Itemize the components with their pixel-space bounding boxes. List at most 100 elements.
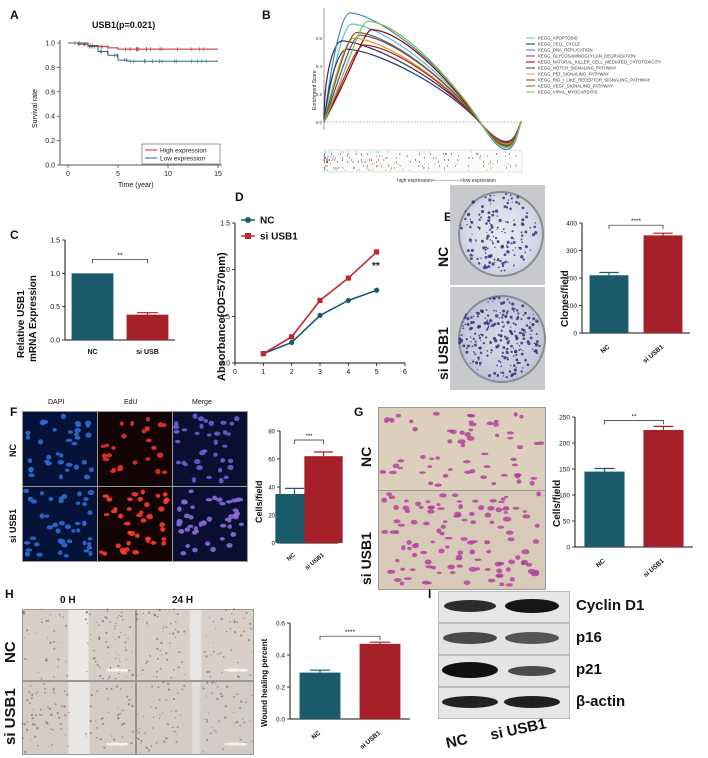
cell-speckle (241, 671, 243, 673)
colony (533, 230, 538, 235)
cell-speckle (147, 625, 149, 627)
nucleus (191, 477, 197, 483)
colony (465, 350, 469, 354)
cell-speckle (172, 697, 176, 701)
colony (471, 254, 474, 257)
migrated-cell (491, 481, 496, 486)
nucleus (151, 445, 157, 451)
nucleus (73, 464, 80, 470)
colony (470, 241, 472, 243)
nucleus (146, 513, 153, 520)
colony (486, 350, 489, 352)
x-axis-label: Time (year) (118, 182, 154, 189)
nucleus (28, 473, 35, 478)
data-point (345, 275, 351, 281)
nucleus (134, 533, 140, 538)
y-tick-label: 150 (559, 467, 570, 474)
nucleus (205, 497, 213, 502)
cell-speckle (52, 640, 56, 643)
cell-speckle (156, 637, 159, 641)
migrated-cell (468, 420, 474, 423)
cell-speckle (159, 667, 162, 670)
cell-speckle (129, 626, 132, 629)
nucleus (140, 489, 145, 495)
nucleus (130, 420, 135, 426)
migrated-cell (527, 568, 536, 574)
cell-speckle (99, 738, 102, 741)
y-tick-label: 0 (573, 331, 577, 338)
colony (520, 231, 523, 234)
cell-speckle (41, 618, 43, 620)
migrated-cell (532, 539, 540, 544)
migrated-cell (489, 499, 497, 503)
colony (481, 205, 484, 208)
colony (477, 262, 481, 265)
cell-speckle (104, 616, 107, 619)
colony (524, 230, 528, 234)
legend-low: Low expression (160, 156, 206, 163)
legend-label: KEGG_VEGF_SIGNALING_PATHWAY (538, 84, 613, 89)
bar-nc (589, 275, 629, 333)
cell-speckle (212, 620, 215, 623)
colony (503, 324, 505, 327)
nucleus (234, 416, 240, 422)
migrated-cell (455, 557, 463, 561)
cell-speckle (217, 686, 219, 688)
cell-speckle (95, 720, 97, 722)
migrated-cell (437, 507, 445, 510)
cell-speckle (131, 673, 134, 677)
cell-speckle (142, 612, 145, 615)
migrated-cell (516, 479, 522, 484)
colony (462, 344, 466, 348)
transwell-bar-chart: 250 200 150 100 50 0 NC si USB1 ** (559, 413, 693, 579)
colony (466, 212, 471, 217)
colony (495, 295, 498, 298)
colony (513, 219, 515, 221)
colony (533, 342, 536, 345)
migrated-cell (445, 545, 450, 549)
y-tick-label: 50 (563, 519, 571, 526)
nucleus (226, 432, 231, 436)
cell-speckle (211, 681, 214, 684)
cell-speckle (234, 722, 237, 724)
nucleus (172, 424, 180, 430)
colony (516, 342, 518, 345)
colony (506, 250, 510, 254)
colony (521, 206, 525, 210)
survival-curve-low (68, 42, 218, 62)
colony (479, 364, 481, 367)
panel-f: F DAPI EdU Merge NC si USB1 Cells/field … (0, 395, 343, 580)
cell-speckle (183, 630, 186, 633)
cell-speckle (140, 743, 142, 745)
cell-speckle (115, 622, 118, 625)
colony (513, 372, 517, 376)
cell-speckle (105, 687, 109, 690)
cell-speckle (51, 744, 54, 746)
migrated-cell (511, 463, 519, 467)
nucleus (55, 528, 61, 534)
cell-speckle (153, 675, 155, 678)
colony (523, 312, 527, 315)
nucleus (205, 541, 211, 546)
cell-speckle (245, 701, 247, 704)
cell-speckle (176, 613, 179, 616)
nucleus (121, 433, 127, 439)
nucleus (60, 413, 66, 420)
colony (535, 340, 539, 343)
colony (524, 251, 527, 254)
colony (493, 194, 495, 197)
cell-speckle (173, 608, 176, 611)
migrated-cell (508, 559, 516, 565)
colony (520, 370, 523, 373)
nucleus (210, 546, 216, 553)
y-tick-label: 0.6 (45, 89, 55, 96)
cell-speckle (147, 749, 151, 752)
colony (472, 337, 475, 340)
migrated-cell (400, 567, 406, 571)
cell-speckle (152, 716, 155, 719)
cell-speckle (117, 664, 120, 668)
cell-speckle (165, 658, 169, 661)
migrated-cell (384, 417, 392, 422)
significance-bracket (294, 439, 324, 444)
colony (460, 226, 463, 230)
